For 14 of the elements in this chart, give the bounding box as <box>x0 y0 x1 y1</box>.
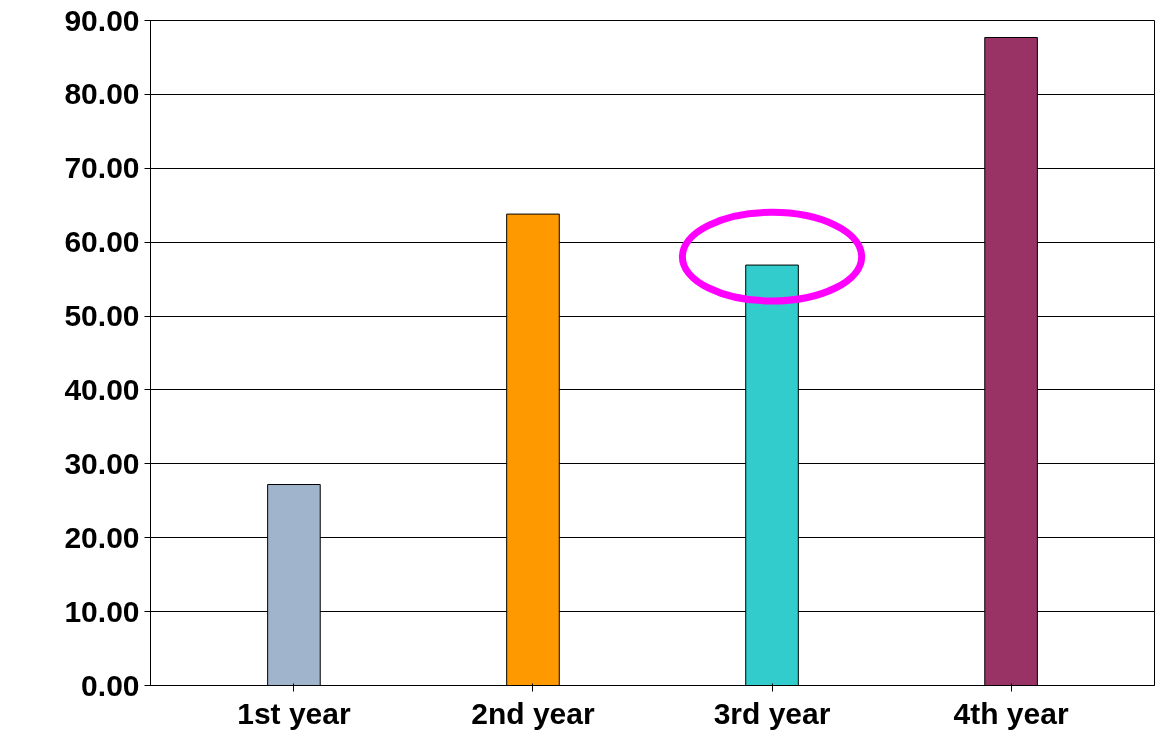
x-tick-label: 3rd year <box>713 696 831 730</box>
y-tick-label: 50.00 <box>64 299 140 333</box>
y-tick-label: 20.00 <box>64 520 140 554</box>
y-tick-label: 80.00 <box>64 77 140 111</box>
y-tick-label: 30.00 <box>64 446 140 480</box>
y-tick-label: 60.00 <box>64 225 140 259</box>
y-tick-label: 90.00 <box>64 3 140 37</box>
x-tick-label: 1st year <box>237 696 351 730</box>
y-tick-label: 10.00 <box>64 594 140 628</box>
x-tick-label: 4th year <box>953 696 1069 730</box>
x-tick-label: 2nd year <box>471 696 595 730</box>
y-tick-label: 70.00 <box>64 151 140 185</box>
y-tick-label: 40.00 <box>64 372 140 406</box>
y-tick-label: 0.00 <box>81 668 140 702</box>
